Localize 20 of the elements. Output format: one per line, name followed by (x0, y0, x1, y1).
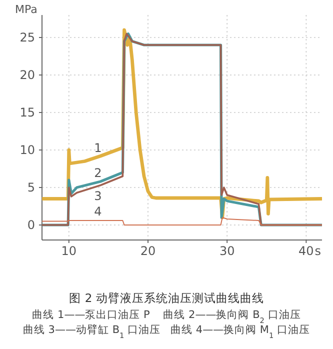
text: 图 2 动臂液压系统油压测试曲线曲线 (69, 291, 264, 305)
y-tick-label: 10 (20, 143, 35, 157)
x-axis-title: s (314, 244, 321, 258)
series-label: 1 (94, 140, 102, 155)
y-tick-label: 0 (27, 218, 35, 232)
series-label: 3 (94, 189, 102, 204)
y-axis-title: MPa (15, 3, 38, 16)
text: 曲线 1——泵出口油压 P 曲线 2——换向阀 B$_{2}$ 口油压 (32, 308, 301, 324)
x-tick-label: 20 (140, 244, 156, 258)
x-tick-label: 10 (61, 244, 77, 258)
x-tick-label: 30 (219, 244, 235, 258)
line-series (42, 217, 322, 226)
series-label: 2 (94, 166, 102, 180)
x-tick-label: 40 (298, 244, 314, 258)
y-tick-label: 15 (20, 106, 35, 120)
y-tick-label: 5 (27, 180, 35, 194)
series-label: 4 (94, 204, 102, 218)
y-tick-label: 25 (20, 30, 35, 44)
text: 曲线 3——动臂缸 B$_{1}$ 口油压 曲线 4——换向阀 M$_{1}$ 口油压 (22, 323, 310, 340)
y-tick-label: 20 (20, 68, 35, 82)
